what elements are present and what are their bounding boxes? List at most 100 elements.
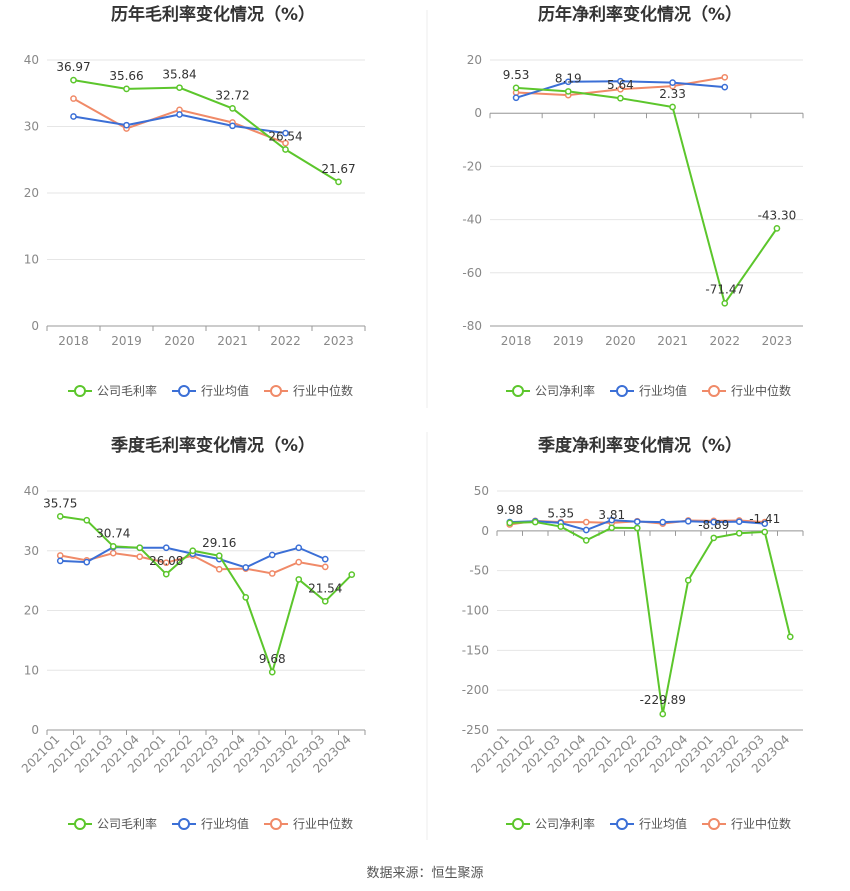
data-point-median bbox=[56, 552, 64, 559]
y-tick-label: 20 bbox=[24, 604, 39, 618]
legend-swatch-marker bbox=[616, 818, 628, 830]
x-tick-label: 2019 bbox=[553, 334, 584, 348]
data-label: 26.54 bbox=[268, 130, 302, 144]
data-point-company bbox=[564, 88, 572, 95]
x-tick-label: 2018 bbox=[58, 334, 89, 348]
chart-title: 历年毛利率变化情况（%） bbox=[111, 4, 315, 25]
data-point-mean bbox=[608, 516, 616, 524]
data-point-company bbox=[321, 597, 329, 605]
chart-title: 历年净利率变化情况（%） bbox=[538, 4, 742, 25]
legend-swatch-marker bbox=[616, 385, 628, 397]
data-point-company bbox=[506, 519, 514, 527]
legend-label: 行业中位数 bbox=[293, 383, 353, 398]
series-line-company bbox=[509, 521, 792, 715]
data-point-median bbox=[109, 549, 117, 557]
data-point-mean bbox=[669, 79, 676, 86]
data-point-mean bbox=[282, 129, 289, 137]
data-point-mean bbox=[295, 544, 303, 552]
x-tick-label: 2021 bbox=[657, 334, 688, 348]
data-point-median bbox=[268, 570, 276, 577]
data-point-median bbox=[295, 558, 303, 566]
legend-item-company: 公司毛利率 bbox=[68, 816, 157, 831]
data-point-company bbox=[123, 85, 130, 93]
data-point-company bbox=[268, 668, 276, 676]
data-point-company bbox=[136, 544, 144, 552]
series-line-company bbox=[60, 515, 353, 676]
data-point-mean bbox=[710, 518, 718, 526]
data-point-company bbox=[557, 523, 565, 530]
chart-title: 季度净利率变化情况（%） bbox=[538, 435, 742, 456]
data-point-mean bbox=[268, 551, 276, 559]
data-point-company bbox=[659, 710, 667, 718]
legend-item-median: 行业中位数 bbox=[702, 816, 791, 831]
data-label: 9.68 bbox=[259, 652, 286, 666]
data-label: 32.72 bbox=[215, 88, 249, 102]
y-tick-label: -60 bbox=[462, 266, 482, 280]
legend-item-company: 公司净利率 bbox=[506, 816, 595, 831]
data-label: 21.54 bbox=[308, 581, 342, 595]
y-tick-label: 0 bbox=[31, 319, 39, 333]
x-tick-label: 2022 bbox=[270, 334, 301, 348]
data-label: -71.47 bbox=[705, 282, 744, 296]
data-point-median bbox=[721, 73, 729, 81]
x-tick-label: 2021 bbox=[217, 334, 248, 348]
legend-item-mean: 行业均值 bbox=[172, 816, 249, 831]
data-point-mean bbox=[242, 564, 250, 571]
legend-item-company: 公司净利率 bbox=[506, 383, 595, 398]
legend-swatch-marker bbox=[708, 818, 720, 830]
data-label: -1.41 bbox=[749, 512, 780, 526]
y-tick-label: 30 bbox=[24, 120, 39, 134]
y-tick-label: 20 bbox=[467, 53, 482, 67]
legend-label: 行业均值 bbox=[639, 816, 687, 831]
data-point-company bbox=[531, 518, 539, 526]
data-point-company bbox=[189, 547, 197, 555]
data-point-company bbox=[242, 594, 250, 601]
data-point-company bbox=[735, 529, 743, 537]
series-line-company bbox=[73, 79, 340, 183]
data-point-company bbox=[348, 571, 356, 579]
legend-item-mean: 行业均值 bbox=[610, 816, 687, 831]
data-point-median bbox=[617, 85, 624, 93]
chart-annual-net: 历年净利率变化情况（%） 20 0 -20 -40 -60 -80 2018 2019 2020 2… bbox=[462, 4, 804, 398]
data-point-company bbox=[633, 524, 641, 532]
chart-annual-gross: 历年毛利率变化情况（%） 0 10 20 30 40 2018 2019 2020 2021 202… bbox=[24, 4, 366, 398]
data-label: 35.75 bbox=[43, 496, 77, 510]
data-point-median bbox=[282, 139, 289, 147]
y-tick-label: -40 bbox=[462, 213, 482, 227]
x-tick-label: 2019 bbox=[111, 334, 142, 348]
data-point-company bbox=[608, 524, 616, 532]
data-point-mean bbox=[735, 518, 743, 526]
y-tick-label: -150 bbox=[462, 643, 489, 657]
data-label: -8.89 bbox=[698, 518, 729, 532]
data-point-company bbox=[83, 516, 91, 524]
data-point-mean bbox=[56, 557, 64, 565]
data-point-median bbox=[136, 553, 144, 561]
data-point-mean bbox=[582, 526, 590, 534]
data-label: 9.53 bbox=[503, 68, 530, 82]
x-tick-label: 2023 bbox=[323, 334, 354, 348]
y-tick-label: -250 bbox=[462, 723, 489, 737]
data-point-median bbox=[162, 559, 170, 567]
data-point-company bbox=[70, 76, 77, 84]
data-point-mean bbox=[229, 122, 236, 130]
data-point-company bbox=[617, 94, 624, 102]
x-tick-label: 2018 bbox=[501, 334, 532, 348]
legend-item-mean: 行业均值 bbox=[172, 383, 249, 398]
y-tick-label: 50 bbox=[474, 484, 489, 498]
legend-label: 行业中位数 bbox=[293, 816, 353, 831]
y-tick-label: -50 bbox=[469, 564, 489, 578]
y-tick-label: 10 bbox=[24, 663, 39, 677]
legend-label: 行业中位数 bbox=[731, 383, 791, 398]
data-point-mean bbox=[721, 83, 729, 91]
legend-label: 公司净利率 bbox=[535, 816, 595, 831]
y-tick-label: 0 bbox=[474, 106, 482, 120]
data-point-company bbox=[176, 84, 183, 92]
legend-label: 行业均值 bbox=[639, 383, 687, 398]
data-point-median bbox=[321, 563, 329, 571]
data-point-company bbox=[162, 570, 170, 578]
data-label: 2.33 bbox=[659, 87, 686, 101]
legend-swatch-marker bbox=[74, 818, 86, 830]
data-point-company bbox=[710, 534, 718, 542]
legend-swatch-marker bbox=[512, 385, 524, 397]
